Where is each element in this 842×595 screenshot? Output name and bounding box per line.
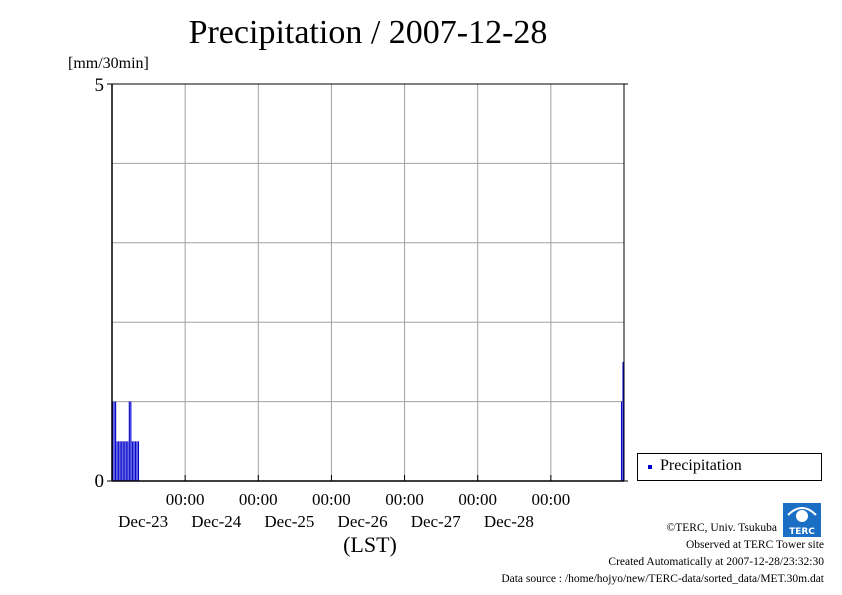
precip-bar: [622, 361, 624, 481]
x-tick-time-label: 00:00: [458, 490, 498, 509]
precip-bar: [116, 441, 118, 481]
x-axis-label: (LST): [343, 532, 397, 557]
x-tick-date-label: Dec-23: [118, 512, 169, 531]
x-tick-date-label: Dec-28: [483, 512, 534, 531]
observed-text: Observed at TERC Tower site: [685, 539, 824, 551]
precip-bar: [620, 401, 623, 481]
precip-bar: [127, 441, 129, 481]
precip-bar: [124, 441, 126, 481]
x-tick-time-label: 00:00: [238, 490, 278, 509]
copyright-text: ©TERC, Univ. Tsukuba: [666, 522, 777, 534]
precip-bar: [121, 441, 123, 481]
x-tick-time-label: 00:00: [385, 490, 424, 509]
precip-bar: [115, 401, 117, 481]
precip-bar: [119, 441, 121, 481]
x-tick-time-label: 00:00: [312, 490, 351, 509]
precip-bar: [133, 441, 135, 481]
x-tick-time-label: 00:00: [165, 490, 205, 509]
y-axis-unit: [mm/30min]: [68, 55, 149, 72]
x-tick-date-label: Dec-26: [337, 512, 388, 531]
precip-bar: [131, 441, 133, 481]
precip-bar: [113, 401, 115, 481]
precip-bar: [122, 441, 124, 481]
svg-text:TERC: TERC: [789, 527, 815, 537]
y-tick-label: 0: [94, 471, 105, 492]
x-tick-time-label: 00:00: [531, 490, 571, 509]
precip-bar: [137, 441, 140, 481]
legend-label: Precipitation: [660, 457, 742, 474]
precip-bar: [136, 441, 138, 481]
chart-title: Precipitation / 2007-12-28: [188, 14, 548, 51]
x-tick-date-label: Dec-25: [264, 512, 315, 531]
legend: Precipitation: [637, 453, 822, 481]
x-tick-date-label: Dec-24: [191, 512, 242, 531]
legend-swatch: [648, 465, 652, 469]
precip-bar: [128, 401, 130, 481]
y-tick-label: 5: [94, 75, 105, 96]
precip-bar: [118, 441, 120, 481]
terc-logo-icon: TERC: [783, 503, 821, 537]
precip-bar: [130, 401, 132, 481]
x-tick-date-label: Dec-27: [410, 512, 461, 531]
created-text: Created Automatically at 2007-12-28/23:3…: [608, 556, 824, 568]
precip-bar: [125, 441, 127, 481]
precip-bar: [134, 441, 136, 481]
data-source-text: Data source : /home/hojyo/new/TERC-data/…: [501, 573, 824, 585]
